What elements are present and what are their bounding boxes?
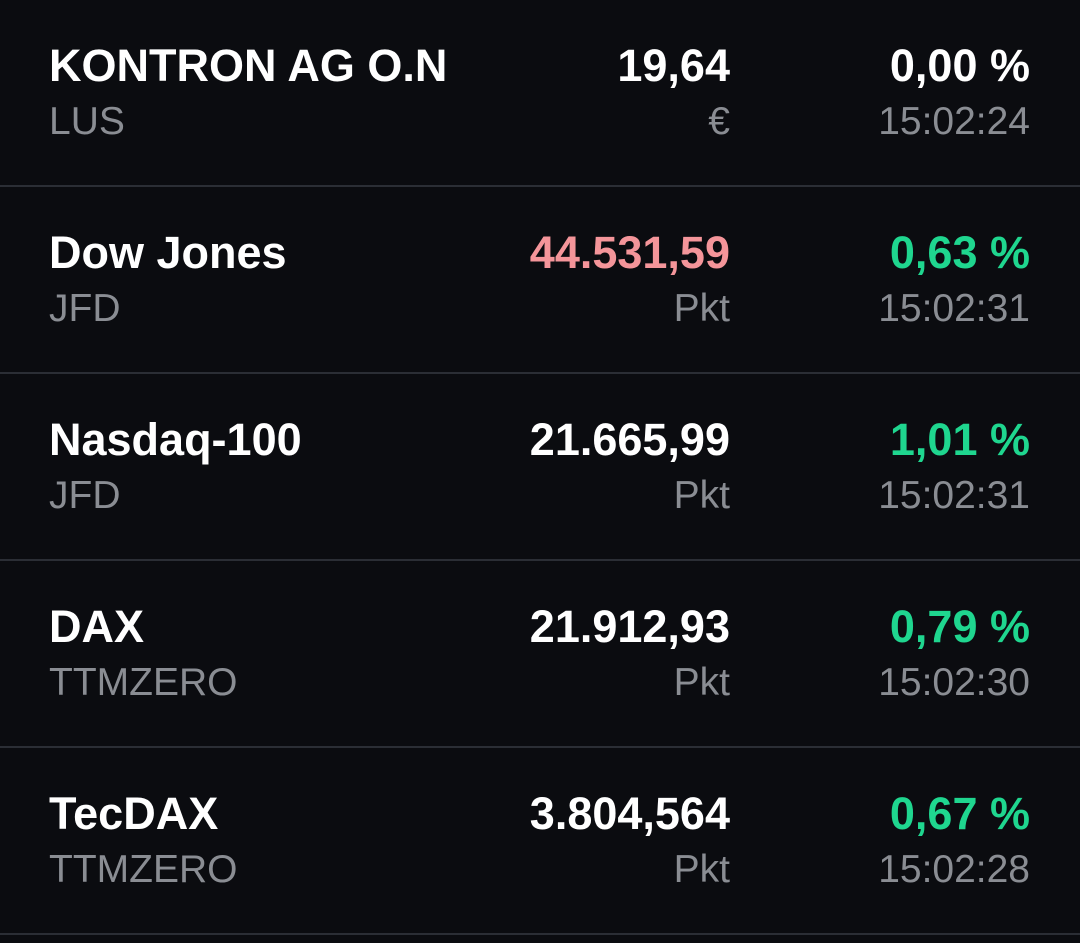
watchlist-row-kontron[interactable]: KONTRON AG O.N LUS 19,64 € 0,00 % 15:02:… <box>0 0 1080 187</box>
price-value: 21.665,99 <box>529 414 730 465</box>
exchange-label: TTMZERO <box>49 848 238 891</box>
price-value: 44.531,59 <box>529 227 730 278</box>
instrument-name: KONTRON AG O.N <box>49 40 448 91</box>
change-percent: 1,01 % <box>889 414 1030 465</box>
price-value: 3.804,564 <box>529 788 730 839</box>
change-percent: 0,00 % <box>889 40 1030 91</box>
watchlist-row-dax[interactable]: DAX TTMZERO 21.912,93 Pkt 0,79 % 15:02:3… <box>0 561 1080 748</box>
quote-time: 15:02:30 <box>878 661 1030 704</box>
change-percent: 0,79 % <box>889 601 1030 652</box>
instrument-name: TecDAX <box>49 788 219 839</box>
instrument-name: DAX <box>49 601 145 652</box>
instrument-name: Nasdaq-100 <box>49 414 302 465</box>
quote-time: 15:02:28 <box>878 848 1030 891</box>
price-unit: Pkt <box>673 287 730 330</box>
price-value: 21.912,93 <box>529 601 730 652</box>
watchlist-row-tecdax[interactable]: TecDAX TTMZERO 3.804,564 Pkt 0,67 % 15:0… <box>0 748 1080 935</box>
quote-time: 15:02:31 <box>878 287 1030 330</box>
exchange-label: JFD <box>49 287 121 330</box>
exchange-label: TTMZERO <box>49 661 238 704</box>
price-unit: Pkt <box>673 474 730 517</box>
price-unit: Pkt <box>673 661 730 704</box>
change-percent: 0,67 % <box>889 788 1030 839</box>
watchlist-row-dow-jones[interactable]: Dow Jones JFD 44.531,59 Pkt 0,63 % 15:02… <box>0 187 1080 374</box>
exchange-label: JFD <box>49 474 121 517</box>
price-value: 19,64 <box>617 40 730 91</box>
quote-time: 15:02:31 <box>878 474 1030 517</box>
instrument-name: Dow Jones <box>49 227 287 278</box>
watchlist-row-nasdaq-100[interactable]: Nasdaq-100 JFD 21.665,99 Pkt 1,01 % 15:0… <box>0 374 1080 561</box>
price-unit: Pkt <box>673 848 730 891</box>
change-percent: 0,63 % <box>889 227 1030 278</box>
quote-time: 15:02:24 <box>878 100 1030 143</box>
price-unit: € <box>708 100 730 143</box>
exchange-label: LUS <box>49 100 125 143</box>
